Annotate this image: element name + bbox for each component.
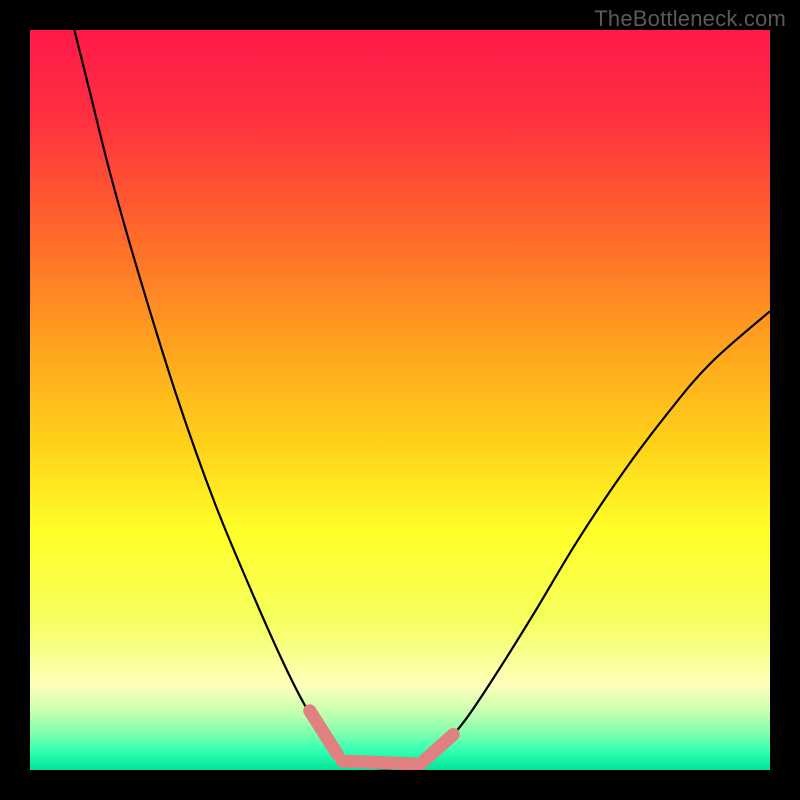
gradient-background (30, 30, 770, 770)
watermark-text: TheBottleneck.com (594, 6, 786, 32)
plot-area (30, 30, 770, 770)
chart-container: TheBottleneck.com (0, 0, 800, 800)
highlight-segment-1 (342, 761, 420, 764)
chart-svg (30, 30, 770, 770)
